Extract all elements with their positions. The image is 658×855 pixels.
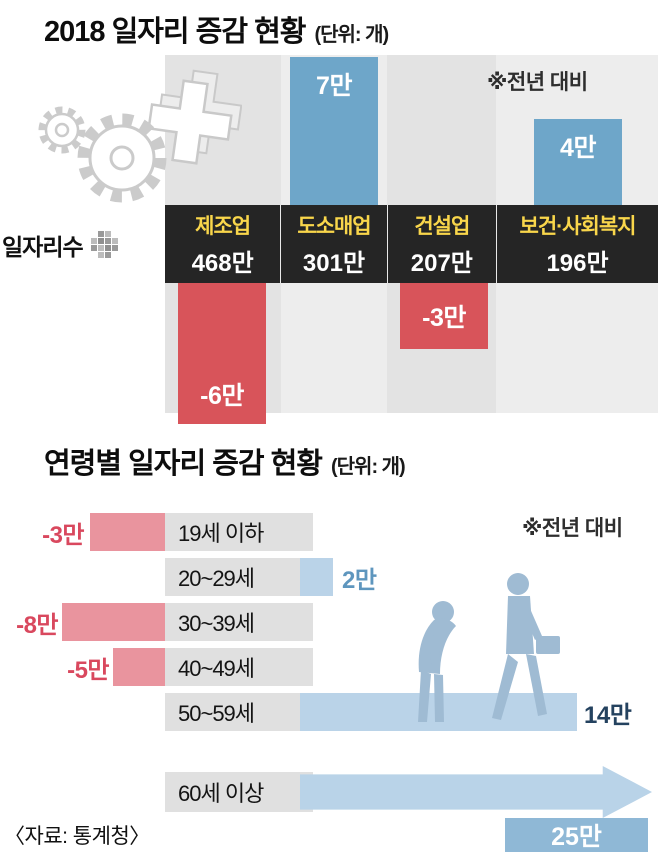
bar-wholesale-change: 7만 (290, 57, 378, 214)
bar-30s-label: -8만 (16, 611, 58, 639)
top-note: ※전년 대비 (487, 71, 588, 94)
top-chart-title-text: 2018 일자리 증감 현황 (44, 16, 306, 48)
bar-40s-label: -5만 (67, 656, 109, 684)
bottom-note: ※전년 대비 (522, 517, 623, 540)
total-manufacturing: 468만 (191, 250, 254, 277)
gears-illustration (38, 69, 242, 203)
bar-over60-arrow (300, 766, 652, 818)
total-wholesale: 301만 (302, 250, 366, 277)
total-health: 196만 (546, 250, 609, 277)
bottom-chart-unit-text: (단위: 개) (330, 456, 406, 478)
category-manufacturing: 제조업 (195, 215, 251, 238)
plus-3d-front-icon (147, 79, 233, 165)
bar-health-change: 4만 (534, 119, 622, 214)
age-label-20s: 20~29세 (165, 558, 313, 596)
age-label-30s: 30~39세 (165, 603, 313, 641)
bar-50s-label: 14만 (584, 701, 632, 729)
bar-over60-label-box: 25만 (505, 818, 648, 852)
bar-20s-label: 2만 (342, 566, 377, 594)
age-label-over60: 60세 이상 (165, 772, 313, 812)
bar-wholesale-change-label: 7만 (316, 72, 352, 100)
category-construction: 건설업 (414, 215, 470, 238)
band-cell-wholesale: 도소매업 301만 (281, 205, 388, 283)
bottom-chart-title-text: 연령별 일자리 증감 현황 (44, 448, 323, 480)
category-band: 제조업 468만 도소매업 301만 건설업 207만 보건·사회복지 196만 (165, 205, 658, 283)
age-label-40s: 40~49세 (165, 648, 313, 686)
axis-label: 일자리수 (2, 228, 120, 262)
band-cell-construction: 건설업 207만 (388, 205, 497, 283)
top-chart-title: 2018 일자리 증감 현황 (단위: 개) (44, 8, 389, 50)
person-bending-icon (418, 601, 456, 722)
source-credit: 〈자료: 통계청〉 (4, 825, 150, 848)
band-cell-manufacturing: 제조업 468만 (165, 205, 282, 283)
plus-dots-icon (90, 231, 118, 258)
bar-manufacturing-change: -6만 (178, 283, 266, 424)
age-label-50s: 50~59세 (165, 693, 313, 731)
bar-under19 (90, 513, 165, 551)
category-health: 보건·사회복지 (519, 215, 637, 238)
age-label-under19: 19세 이하 (165, 513, 313, 551)
person-walking-icon (492, 573, 560, 720)
bar-under19-label: -3만 (42, 521, 84, 549)
top-chart-unit-text: (단위: 개) (314, 24, 389, 46)
category-wholesale: 도소매업 (297, 215, 371, 238)
total-construction: 207만 (410, 250, 473, 277)
bar-construction-change-label: -3만 (422, 304, 466, 332)
bottom-chart-title: 연령별 일자리 증감 현황 (단위: 개) (44, 440, 406, 482)
gear-small-icon (38, 106, 86, 154)
bar-manufacturing-change-label: -6만 (200, 382, 244, 410)
bar-20s (300, 558, 333, 596)
bar-40s (113, 648, 165, 686)
bar-over60-label: 25만 (551, 823, 602, 851)
bar-health-change-label: 4만 (560, 134, 596, 162)
bar-construction-change: -3만 (400, 283, 488, 349)
bar-30s (62, 603, 165, 641)
band-cell-health: 보건·사회복지 196만 (497, 205, 658, 283)
axis-label-text: 일자리수 (2, 234, 84, 260)
gear-large-icon (77, 113, 167, 203)
people-silhouettes-illustration (418, 573, 560, 722)
